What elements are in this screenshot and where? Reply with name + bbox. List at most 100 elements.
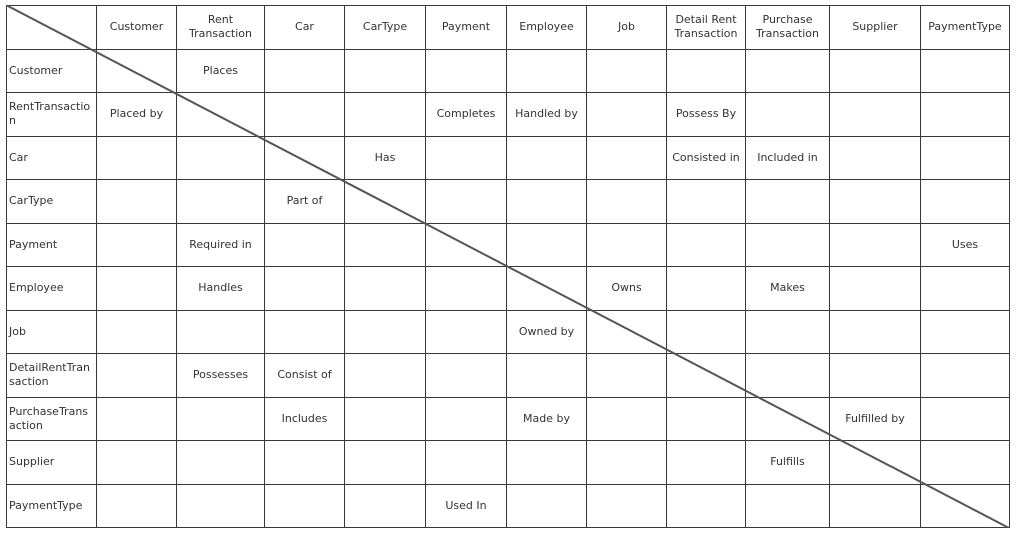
matrix-cell [586,92,667,137]
matrix-cell [264,48,345,93]
matrix-cell [96,266,177,311]
matrix-cell [96,440,177,485]
table-row: Customer Places [6,48,1010,93]
matrix-cell: Handles [176,266,265,311]
matrix-cell [176,135,265,180]
matrix-cell [745,48,830,93]
matrix-cell [745,179,830,224]
matrix-cell [264,222,345,267]
row-header: Car [6,135,97,180]
matrix-cell [96,179,177,224]
row-header: Customer [6,48,97,93]
column-header: Customer [96,5,177,50]
matrix-cell [829,179,921,224]
matrix-cell [96,135,177,180]
matrix-cell: Places [176,48,265,93]
table-row: Payment Required in Uses [6,222,1010,267]
matrix-cell [96,48,177,93]
matrix-cell [745,309,830,354]
matrix-cell [829,92,921,137]
corner-cell [6,5,97,50]
column-header: Supplier [829,5,921,50]
table-row: Job Owned by [6,309,1010,354]
table-row: DetailRentTransaction Possesses Consist of [6,353,1010,398]
matrix-cell [176,396,265,441]
matrix-cell [506,135,587,180]
matrix-cell: Consist of [264,353,345,398]
matrix-cell [344,396,426,441]
matrix-cell [425,309,507,354]
row-header: Job [6,309,97,354]
matrix-cell [425,135,507,180]
matrix-cell [425,266,507,311]
matrix-cell [586,396,667,441]
matrix-cell [176,483,265,528]
matrix-cell [176,179,265,224]
matrix-cell [920,135,1010,180]
matrix-cell [745,222,830,267]
matrix-cell [920,483,1010,528]
column-header: Payment [425,5,507,50]
matrix-cell [344,483,426,528]
matrix-cell [425,48,507,93]
matrix-cell [745,483,830,528]
matrix-cell [506,48,587,93]
matrix-cell: Possess By [666,92,746,137]
matrix-cell [506,222,587,267]
matrix-cell [506,179,587,224]
matrix-cell [344,309,426,354]
matrix-cell [586,48,667,93]
matrix-cell [176,309,265,354]
matrix-cell: Makes [745,266,830,311]
matrix-cell [506,483,587,528]
matrix-cell: Includes [264,396,345,441]
row-header: Payment [6,222,97,267]
matrix-cell [745,396,830,441]
matrix-cell [666,483,746,528]
row-header: CarType [6,179,97,224]
matrix-cell [920,396,1010,441]
matrix-cell [344,222,426,267]
matrix-cell [344,353,426,398]
matrix-cell [829,266,921,311]
matrix-cell [586,309,667,354]
matrix-cell [666,309,746,354]
column-header: Employee [506,5,587,50]
matrix-cell [264,92,345,137]
matrix-cell: Handled by [506,92,587,137]
matrix-cell [829,353,921,398]
matrix-cell: Required in [176,222,265,267]
column-header: Job [586,5,667,50]
header-row: Customer Rent Transaction Car CarType Paymen… [6,5,1010,50]
matrix-cell [745,353,830,398]
row-header: Employee [6,266,97,311]
matrix-cell: Possesses [176,353,265,398]
matrix-cell [344,92,426,137]
row-header: RentTransaction [6,92,97,137]
matrix-cell [666,353,746,398]
row-header: DetailRentTransaction [6,353,97,398]
matrix-cell [920,353,1010,398]
matrix-cell [666,396,746,441]
column-header: Detail Rent Transaction [666,5,746,50]
matrix-cell [264,440,345,485]
matrix-cell [506,440,587,485]
matrix-cell [176,440,265,485]
matrix-cell [506,266,587,311]
matrix-cell [425,179,507,224]
matrix-cell [829,440,921,485]
matrix-cell [425,396,507,441]
matrix-cell [666,440,746,485]
matrix-cell [96,396,177,441]
matrix-cell [344,440,426,485]
matrix-cell: Uses [920,222,1010,267]
matrix-table: Customer Rent Transaction Car CarType Paymen… [6,5,1010,528]
matrix-cell: Included in [745,135,830,180]
matrix-cell [176,92,265,137]
matrix-cell: Consisted in [666,135,746,180]
column-header: Car [264,5,345,50]
matrix-cell: Owns [586,266,667,311]
table-row: Supplier Fulfills [6,440,1010,485]
table-row: RentTransaction Placed by Completes Handled… [6,92,1010,137]
column-header: Purchase Transaction [745,5,830,50]
